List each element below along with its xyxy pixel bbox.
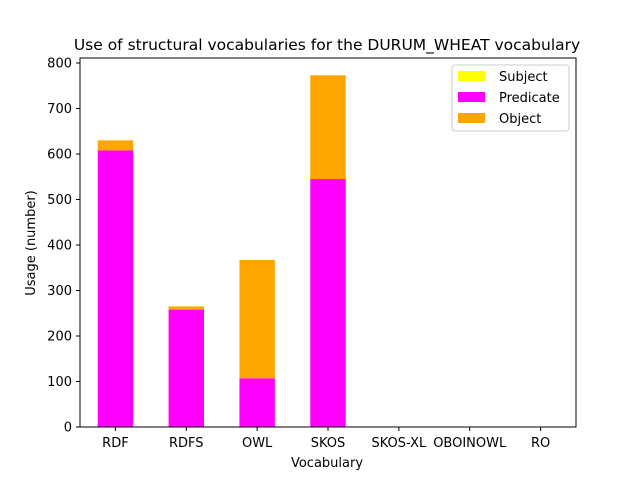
y-axis-title: Usage (number) bbox=[24, 190, 39, 296]
y-tick-label: 500 bbox=[47, 193, 72, 208]
x-tick-label: RDF bbox=[102, 436, 129, 451]
y-tick-label: 400 bbox=[47, 239, 72, 254]
y-tick-label: 600 bbox=[47, 148, 72, 163]
bar-object-owl bbox=[239, 260, 275, 379]
bar-predicate-owl bbox=[239, 378, 275, 427]
legend-label-object: Object bbox=[499, 112, 541, 127]
bar-predicate-rdf bbox=[97, 150, 134, 427]
legend-swatch-predicate bbox=[458, 92, 485, 102]
x-axis-title: Vocabulary bbox=[291, 456, 363, 471]
y-tick-label: 300 bbox=[47, 284, 72, 299]
bar-object-rdf bbox=[97, 140, 134, 151]
bar-predicate-skos bbox=[310, 179, 346, 427]
x-tick-label: SKOS bbox=[311, 436, 346, 451]
bar-object-rdfs bbox=[168, 306, 204, 310]
legend-label-predicate: Predicate bbox=[499, 91, 560, 106]
y-tick-label: 100 bbox=[47, 375, 72, 390]
plot-area: 0 100 200 300 400 500 600 700 800 RDF RDFS OWL SKOS S… bbox=[47, 57, 577, 451]
legend-label-subject: Subject bbox=[499, 70, 548, 85]
x-tick-label: OWL bbox=[242, 436, 273, 451]
x-tick-label: OBOINOWL bbox=[433, 436, 507, 451]
x-tick-label: SKOS-XL bbox=[371, 436, 426, 451]
legend-swatch-subject bbox=[458, 71, 485, 81]
y-tick-label: 200 bbox=[47, 330, 72, 345]
y-tick-label: 700 bbox=[47, 102, 72, 117]
bar-object-skos bbox=[310, 75, 346, 180]
y-tick-label: 800 bbox=[47, 57, 72, 72]
chart-title: Use of structural vocabularies for the D… bbox=[74, 36, 580, 55]
legend-swatch-object bbox=[458, 113, 485, 123]
legend: Subject Predicate Object bbox=[451, 64, 570, 132]
x-tick-label: RDFS bbox=[169, 436, 204, 451]
x-tick-label: RO bbox=[531, 436, 550, 451]
y-tick-label: 0 bbox=[64, 421, 72, 436]
bar-predicate-rdfs bbox=[168, 309, 204, 427]
